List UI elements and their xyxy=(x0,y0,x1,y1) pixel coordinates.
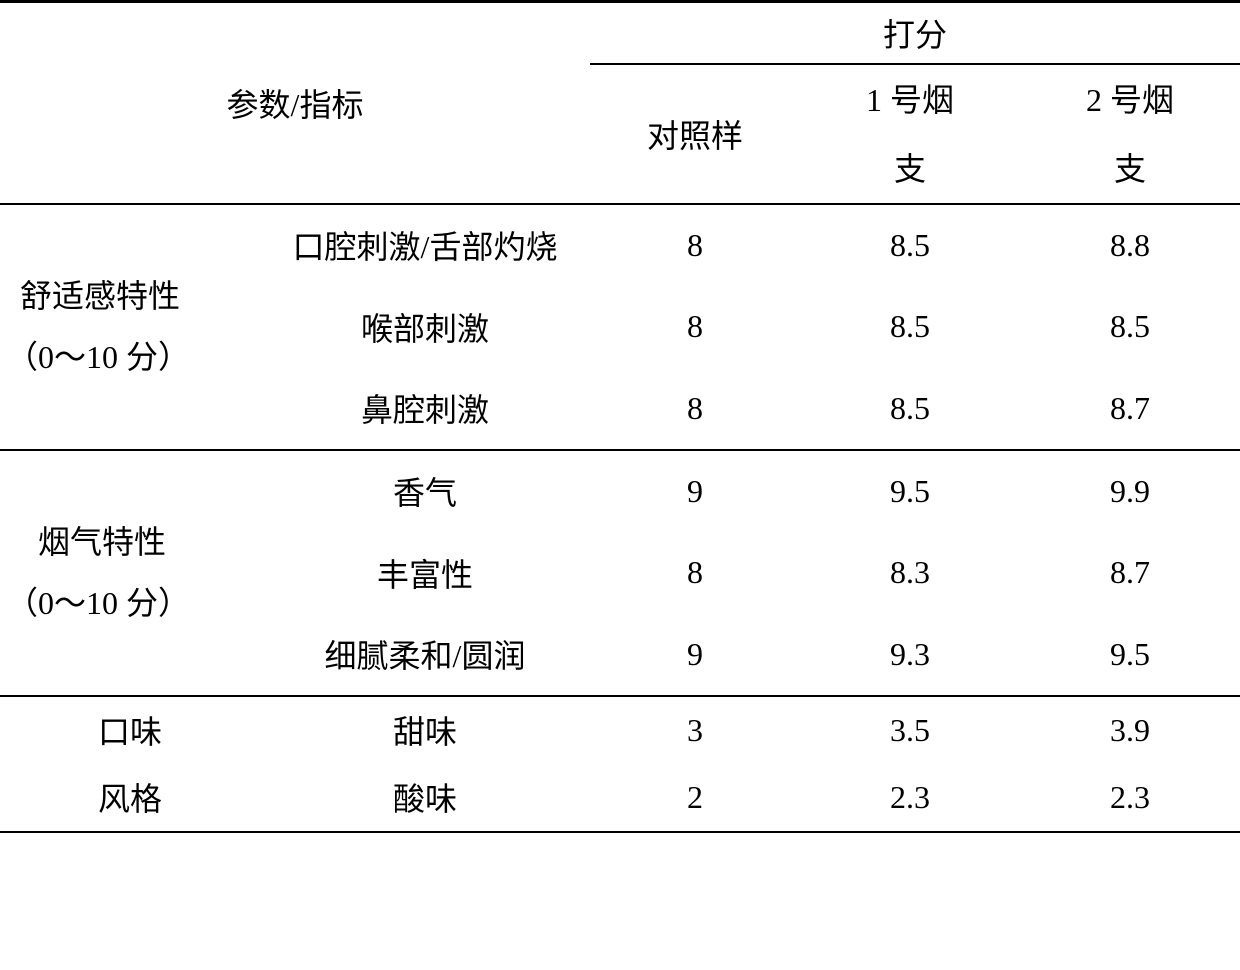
group-label: 舒适感特性 （0～10 分） xyxy=(0,204,260,450)
indicator-cell: 喉部刺激 xyxy=(260,286,590,368)
value-cell: 8.7 xyxy=(1020,532,1240,614)
value-cell: 9 xyxy=(590,450,800,532)
group-name-l2: （0～10 分） xyxy=(0,573,260,634)
value-cell: 9.3 xyxy=(800,614,1020,696)
value-cell: 8.5 xyxy=(1020,286,1240,368)
value-cell: 8 xyxy=(590,532,800,614)
value-cell: 3 xyxy=(590,696,800,764)
value-cell: 3.5 xyxy=(800,696,1020,764)
indicator-cell: 鼻腔刺激 xyxy=(260,368,590,450)
table-row: 烟气特性 （0～10 分） 香气 9 9.5 9.9 xyxy=(0,450,1240,532)
value-cell: 2.3 xyxy=(1020,764,1240,832)
value-cell: 2 xyxy=(590,764,800,832)
col-sample2-l1: 2 号烟 xyxy=(1020,64,1240,132)
indicator-cell: 香气 xyxy=(260,450,590,532)
value-cell: 9.5 xyxy=(1020,614,1240,696)
style-label: 风格 xyxy=(0,764,260,832)
value-cell: 8.5 xyxy=(800,286,1020,368)
value-cell: 3.9 xyxy=(1020,696,1240,764)
col-sample2-l2: 支 xyxy=(1020,132,1240,204)
indicator-cell: 丰富性 xyxy=(260,532,590,614)
value-cell: 9 xyxy=(590,614,800,696)
value-cell: 8 xyxy=(590,286,800,368)
value-cell: 8 xyxy=(590,368,800,450)
indicator-cell: 甜味 xyxy=(260,696,590,764)
indicator-cell: 酸味 xyxy=(260,764,590,832)
group-name-l2: （0～10 分） xyxy=(0,327,260,388)
value-cell: 8.8 xyxy=(1020,204,1240,286)
param-header: 参数/指标 xyxy=(0,2,590,204)
taste-label: 口味 xyxy=(0,696,260,764)
indicator-cell: 细腻柔和/圆润 xyxy=(260,614,590,696)
group-label: 烟气特性 （0～10 分） xyxy=(0,450,260,696)
col-control: 对照样 xyxy=(590,64,800,204)
value-cell: 9.9 xyxy=(1020,450,1240,532)
value-cell: 8.7 xyxy=(1020,368,1240,450)
table-row: 风格 酸味 2 2.3 2.3 xyxy=(0,764,1240,832)
value-cell: 8.5 xyxy=(800,368,1020,450)
value-cell: 8.5 xyxy=(800,204,1020,286)
col-sample1-l1: 1 号烟 xyxy=(800,64,1020,132)
value-cell: 8.3 xyxy=(800,532,1020,614)
table-row: 舒适感特性 （0～10 分） 口腔刺激/舌部灼烧 8 8.5 8.8 xyxy=(0,204,1240,286)
value-cell: 9.5 xyxy=(800,450,1020,532)
group-name-l1: 烟气特性 xyxy=(0,512,260,573)
value-cell: 8 xyxy=(590,204,800,286)
scoring-table: 参数/指标 打分 对照样 1 号烟 2 号烟 支 支 舒适感特性 （0～10 分… xyxy=(0,0,1240,833)
value-cell: 2.3 xyxy=(800,764,1020,832)
header-row-1: 参数/指标 打分 xyxy=(0,2,1240,64)
group-name-l1: 舒适感特性 xyxy=(0,266,260,327)
col-sample1-l2: 支 xyxy=(800,132,1020,204)
table-row: 口味 甜味 3 3.5 3.9 xyxy=(0,696,1240,764)
score-header: 打分 xyxy=(590,2,1240,64)
indicator-cell: 口腔刺激/舌部灼烧 xyxy=(260,204,590,286)
